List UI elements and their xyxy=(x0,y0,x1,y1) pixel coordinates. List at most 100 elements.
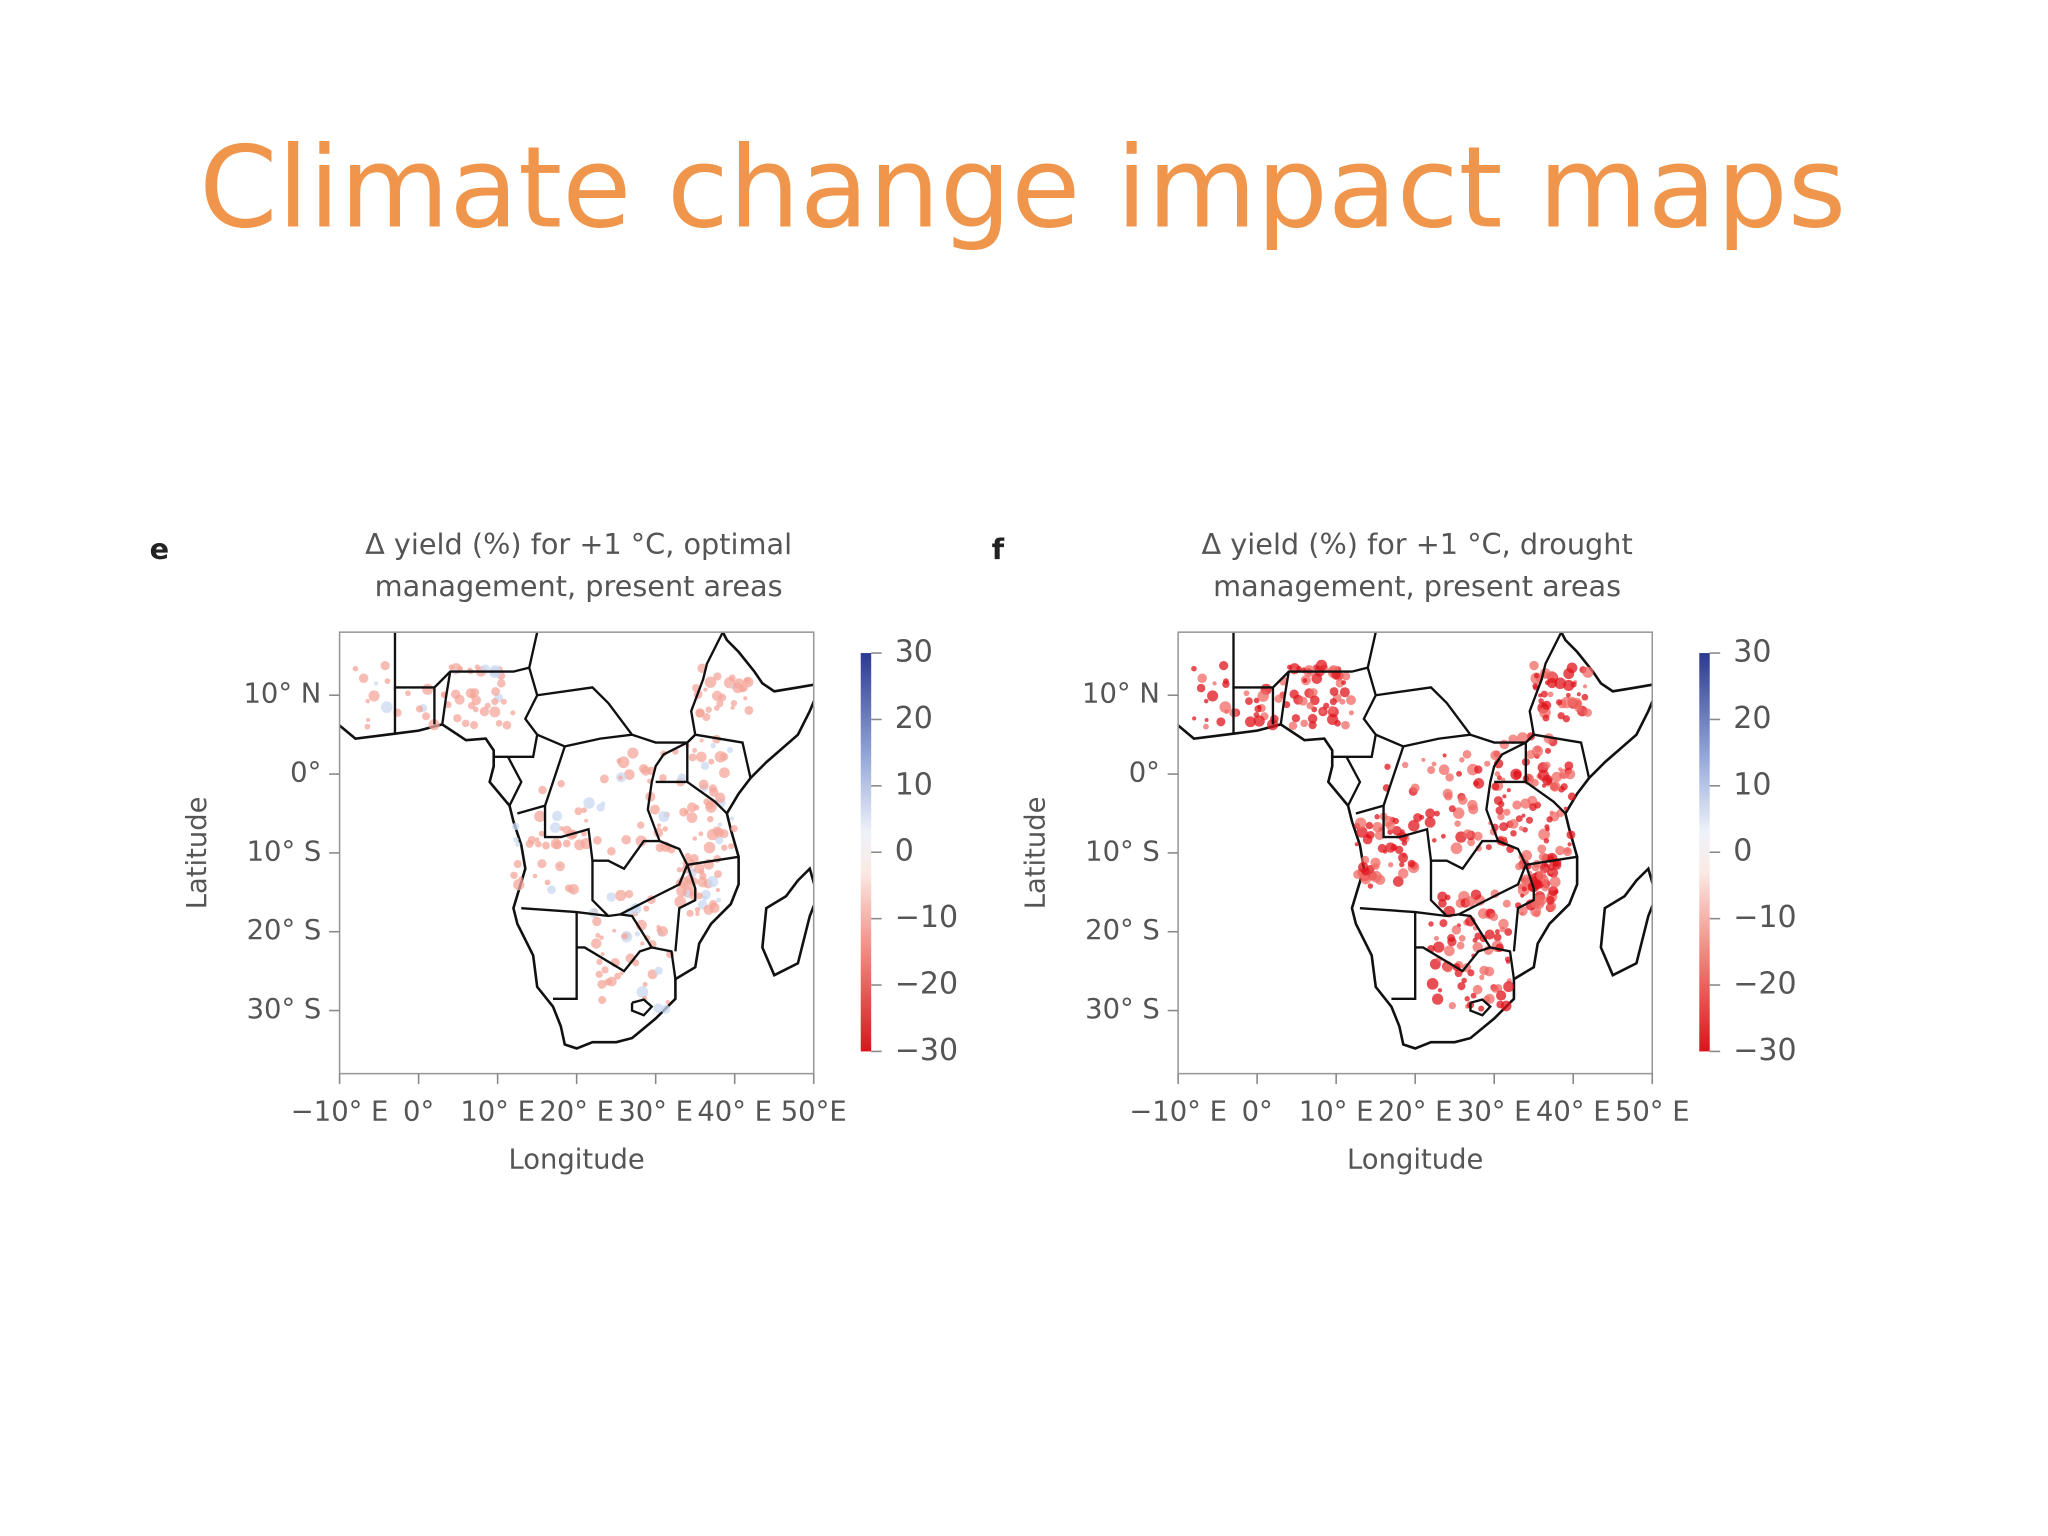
impact-speck xyxy=(1212,681,1217,686)
impact-speck xyxy=(1467,969,1475,977)
impact-speck xyxy=(422,683,434,695)
impact-speck xyxy=(1542,700,1552,710)
impact-speck xyxy=(619,971,624,976)
country-border xyxy=(536,733,633,748)
colorbar-tick-label: −10 xyxy=(1733,900,1796,935)
impact-speck xyxy=(1562,715,1570,723)
impact-speck xyxy=(618,775,623,781)
impact-speck xyxy=(1311,673,1323,684)
impact-speck xyxy=(1538,852,1548,862)
panel-title: management, present areas xyxy=(375,569,783,603)
impact-speck xyxy=(1407,859,1416,868)
impact-speck xyxy=(697,876,708,888)
impact-speck xyxy=(568,883,579,895)
impact-speck xyxy=(1478,1005,1485,1012)
impact-speck xyxy=(1567,792,1576,801)
impact-speck xyxy=(1549,876,1561,888)
impact-speck xyxy=(421,712,430,721)
x-tick-label: −10° E xyxy=(1129,1096,1227,1127)
impact-speck xyxy=(484,702,491,709)
map xyxy=(1178,632,1653,1050)
impact-speck xyxy=(1306,702,1314,710)
impact-speck xyxy=(1583,708,1593,717)
impact-speck xyxy=(1555,845,1565,856)
impact-speck xyxy=(1219,661,1229,671)
impact-speck xyxy=(1346,695,1357,706)
impact-speck xyxy=(1245,697,1253,705)
impact-speck xyxy=(743,696,748,701)
impact-speck xyxy=(621,835,631,845)
impact-speck xyxy=(515,841,521,847)
impact-speck xyxy=(743,676,754,688)
x-axis-label: Longitude xyxy=(508,1145,644,1176)
impact-speck xyxy=(428,719,440,731)
impact-speck xyxy=(692,747,698,753)
impact-speck xyxy=(1498,918,1509,930)
impact-speck xyxy=(551,810,563,822)
y-tick-label: 30° S xyxy=(247,994,322,1025)
impact-speck xyxy=(1440,833,1446,839)
impact-speck xyxy=(662,826,669,832)
impact-speck xyxy=(634,931,640,937)
country-border xyxy=(1525,781,1567,815)
impact-speck xyxy=(1544,747,1552,754)
colorbar-tick-label: 20 xyxy=(1733,701,1771,736)
impact-speck xyxy=(688,753,697,762)
impact-speck xyxy=(1329,698,1337,706)
impact-speck xyxy=(1448,1002,1456,1010)
impact-speck xyxy=(1443,962,1453,973)
impact-speck xyxy=(1543,862,1549,867)
impact-speck xyxy=(677,773,687,783)
impact-speck xyxy=(1548,885,1559,896)
impact-speck xyxy=(615,889,627,902)
colorbar-tick-label: −10 xyxy=(895,900,958,935)
impact-speck xyxy=(709,902,720,914)
impact-speck xyxy=(1300,719,1309,728)
impact-speck xyxy=(1390,844,1398,851)
impact-speck xyxy=(719,752,729,761)
impact-speck xyxy=(448,664,454,670)
impact-speck xyxy=(693,863,705,874)
impact-speck xyxy=(1315,659,1328,671)
impact-speck xyxy=(1494,929,1500,935)
impact-speck xyxy=(713,672,722,681)
impact-speck xyxy=(704,676,717,688)
impact-speck xyxy=(1516,732,1529,744)
x-tick-label: 40° E xyxy=(1536,1096,1611,1127)
impact-speck xyxy=(1399,861,1405,868)
impact-speck xyxy=(683,809,689,815)
impact-speck xyxy=(1384,763,1391,770)
impact-speck xyxy=(1494,771,1501,777)
y-tick-label: 10° S xyxy=(247,836,322,867)
impact-speck xyxy=(643,905,650,912)
impact-speck xyxy=(358,673,369,683)
impact-speck xyxy=(1445,773,1454,782)
impact-speck xyxy=(1473,831,1483,841)
x-tick-label: 10° E xyxy=(1299,1096,1374,1127)
impact-speck xyxy=(1530,778,1539,787)
x-tick-label: 30° E xyxy=(618,1096,693,1127)
impact-speck xyxy=(502,720,512,730)
impact-speck xyxy=(612,928,617,933)
impact-speck xyxy=(1458,934,1466,942)
impact-speck xyxy=(1533,910,1541,918)
country-border xyxy=(1429,860,1448,917)
impact-speck xyxy=(1582,666,1594,678)
impact-speck xyxy=(491,698,499,706)
impact-speck xyxy=(1582,684,1588,689)
impact-speck xyxy=(706,875,719,888)
colorbar-tick-label: −30 xyxy=(895,1033,958,1068)
x-tick-label: 20° E xyxy=(539,1096,614,1127)
impact-speck xyxy=(1502,899,1511,908)
impact-speck xyxy=(600,951,605,956)
impact-speck xyxy=(1551,771,1562,783)
impact-speck xyxy=(640,941,645,946)
impact-speck xyxy=(1385,821,1396,831)
impact-speck xyxy=(1544,680,1550,686)
impact-speck xyxy=(649,804,660,815)
impact-speck xyxy=(1529,660,1539,671)
country-border xyxy=(517,746,566,815)
impact-speck xyxy=(581,807,588,814)
impact-speck xyxy=(1574,704,1583,713)
impact-speck xyxy=(1419,814,1425,820)
